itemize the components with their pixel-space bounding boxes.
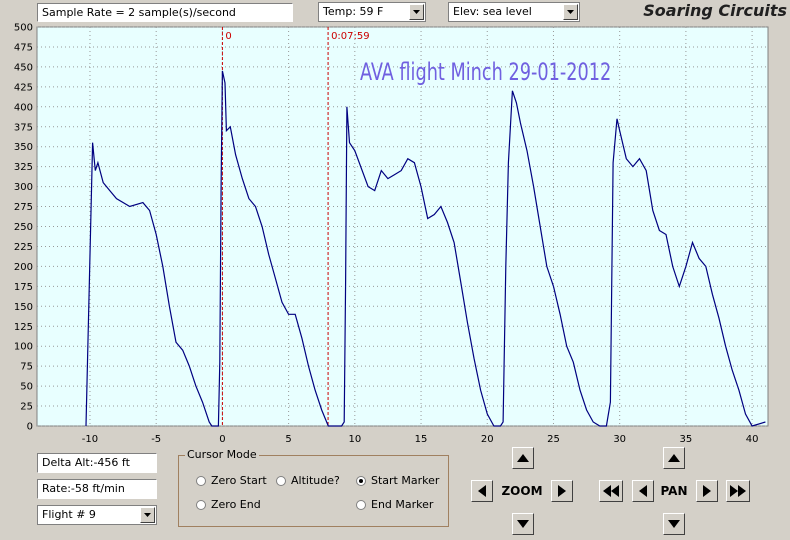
x-tick-label: -10: [82, 434, 98, 445]
radio-label: Altitude?: [291, 474, 340, 487]
zoom-in-button[interactable]: [512, 447, 534, 469]
y-tick-label: 175: [14, 282, 33, 293]
y-tick-label: 150: [14, 302, 33, 313]
brand: Soaring Circuits: [643, 1, 787, 20]
x-tick-label: -5: [151, 434, 161, 445]
radio-label: Start Marker: [371, 474, 440, 487]
elev-dropdown[interactable]: Elev: sea level: [448, 2, 580, 22]
x-tick-label: 20: [481, 434, 494, 445]
x-tick-label: 40: [746, 434, 759, 445]
x-tick-label: 30: [613, 434, 626, 445]
x-tick-label: 5: [285, 434, 291, 445]
sample-rate-field: Sample Rate = 2 sample(s)/second: [37, 3, 293, 22]
y-tick-label: 200: [14, 262, 33, 273]
radio-label: Zero End: [211, 498, 261, 511]
arrow-icon: [567, 10, 574, 14]
y-tick-label: 500: [14, 23, 33, 34]
dropdown-arrow: [409, 4, 424, 20]
arrow-icon: [413, 10, 420, 14]
x-tick-label: 35: [680, 434, 693, 445]
y-tick-label: 250: [14, 222, 33, 233]
radio-zero-end[interactable]: Zero End: [196, 498, 261, 511]
y-tick-label: 475: [14, 42, 33, 53]
chart-title: AVA flight Minch 29-01-2012: [360, 59, 611, 86]
y-tick-label: 100: [14, 342, 33, 353]
group-title: Cursor Mode: [185, 448, 259, 461]
dropdown-arrow: [563, 4, 578, 20]
y-tick-label: 50: [20, 382, 33, 393]
pan-left-button[interactable]: [632, 480, 654, 502]
radio-start-marker[interactable]: Start Marker: [356, 474, 439, 487]
marker-label: 0:07:59: [331, 31, 370, 42]
cursor-mode-group: Cursor Mode Zero Start Altitude? Start M…: [178, 448, 449, 527]
radio-label: Zero Start: [211, 474, 267, 487]
temp-dropdown[interactable]: Temp: 59 F: [318, 2, 426, 22]
y-tick-label: 75: [20, 362, 33, 373]
flight-label: Flight # 9: [42, 508, 96, 521]
pan-down-button[interactable]: [663, 513, 685, 535]
chart: 0255075100125150175200225250275300325350…: [14, 23, 769, 445]
x-tick-label: 10: [348, 434, 361, 445]
zoom-left-button[interactable]: [471, 480, 493, 502]
y-tick-label: 275: [14, 202, 33, 213]
altitude-line: [85, 70, 766, 427]
zoom-right-button[interactable]: [551, 480, 573, 502]
y-tick-label: 225: [14, 242, 33, 253]
radio-label: End Marker: [371, 498, 434, 511]
pan-start-button[interactable]: [599, 480, 623, 502]
delta-alt-field: Delta Alt:-456 ft: [37, 453, 157, 473]
radio-zero-start[interactable]: Zero Start: [196, 474, 267, 487]
plot-area: [36, 26, 769, 427]
dropdown-arrow: [140, 507, 155, 523]
y-tick-label: 125: [14, 322, 33, 333]
radio-end-marker[interactable]: End Marker: [356, 498, 433, 511]
y-tick-label: 425: [14, 82, 33, 93]
marker-label: 0: [225, 31, 231, 42]
x-tick-label: 0: [219, 434, 225, 445]
x-tick-label: 15: [415, 434, 428, 445]
y-tick-label: 325: [14, 162, 33, 173]
temp-label: Temp: 59 F: [323, 5, 384, 18]
pan-right-button[interactable]: [696, 480, 718, 502]
x-tick-label: 25: [547, 434, 560, 445]
arrow-icon: [144, 513, 151, 517]
elev-label: Elev: sea level: [453, 5, 532, 18]
zoom-out-button[interactable]: [512, 513, 534, 535]
y-tick-label: 375: [14, 122, 33, 133]
y-tick-label: 400: [14, 102, 33, 113]
y-tick-label: 350: [14, 142, 33, 153]
pan-end-button[interactable]: [726, 480, 750, 502]
y-tick-label: 0: [27, 422, 33, 433]
flight-dropdown[interactable]: Flight # 9: [37, 505, 157, 525]
radio-altitude[interactable]: Altitude?: [276, 474, 340, 487]
y-tick-label: 450: [14, 62, 33, 73]
pan-up-button[interactable]: [663, 447, 685, 469]
rate-field: Rate:-58 ft/min: [37, 479, 157, 499]
y-tick-label: 300: [14, 182, 33, 193]
zoom-label: ZOOM: [501, 484, 543, 498]
pan-label: PAN: [660, 484, 688, 498]
y-tick-label: 25: [20, 402, 33, 413]
